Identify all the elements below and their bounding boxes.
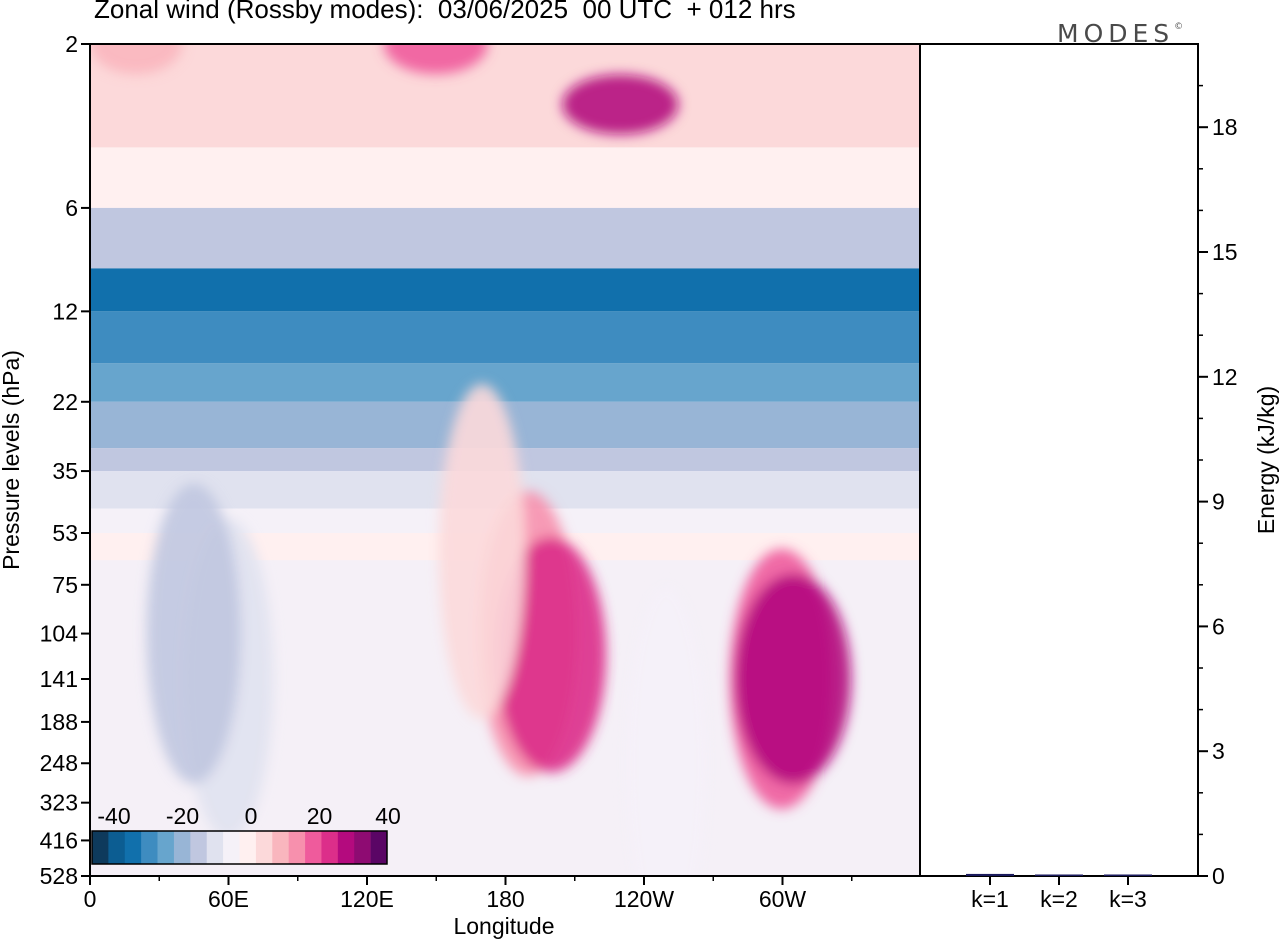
colorbar-swatch: [173, 831, 191, 864]
wavenumber-label: k=3: [1109, 886, 1147, 912]
longitude-tick-label: 120W: [614, 886, 674, 912]
pressure-tick-label: 528: [40, 863, 78, 889]
wavenumber-label: k=1: [971, 886, 1009, 912]
logo-mark: ©: [1174, 21, 1184, 32]
energy-tick-label: 15: [1212, 239, 1238, 265]
wind-band: [90, 311, 920, 364]
pressure-tick-label: 141: [40, 666, 78, 692]
pressure-tick-label: 22: [52, 389, 78, 415]
pressure-tick-label: 12: [52, 298, 78, 324]
energy-axis: 0 3 6 9 12 15 18: [1198, 84, 1238, 889]
longitude-tick-label: 0: [84, 886, 97, 912]
wind-anomaly: [496, 537, 607, 773]
wind-anomaly: [562, 74, 679, 135]
wind-band: [90, 44, 920, 148]
energy-tick-label: 3: [1212, 738, 1225, 764]
energy-bar: [1035, 874, 1083, 876]
longitude-tick-label: 180: [486, 886, 524, 912]
colorbar-swatch: [190, 831, 208, 864]
colorbar-tick-label: -20: [166, 803, 199, 829]
x-axis-label: Longitude: [453, 913, 554, 939]
colorbar: -40 -20 0 20 40: [91, 803, 401, 865]
pressure-tick-label: 2: [65, 31, 78, 57]
colorbar-swatch: [255, 831, 273, 864]
pressure-tick-label: 323: [40, 790, 78, 816]
hovmoller-field: [90, 44, 920, 876]
wind-anomaly: [625, 585, 707, 876]
energy-bar: [966, 873, 1014, 876]
wind-band: [90, 268, 920, 312]
colorbar-tick-label: 40: [375, 803, 401, 829]
colorbar-tick-label: -40: [97, 803, 130, 829]
colorbar-swatch: [206, 831, 224, 864]
energy-tick-label: 9: [1212, 489, 1225, 515]
wind-band: [90, 147, 920, 208]
energy-tick-label: 6: [1212, 613, 1225, 639]
wind-anomaly: [438, 384, 525, 720]
colorbar-tick-label: 0: [245, 803, 258, 829]
colorbar-swatch: [370, 831, 388, 864]
pressure-tick-label: 35: [52, 458, 78, 484]
wind-anomalies: [90, 44, 852, 876]
y-axis-label: Pressure levels (hPa): [0, 350, 24, 570]
wind-band: [90, 363, 920, 402]
colorbar-swatch: [305, 831, 322, 864]
pressure-tick-label: 248: [40, 750, 78, 776]
colorbar-swatch: [108, 831, 126, 864]
energy-tick-label: 0: [1212, 863, 1225, 889]
energy-bars: [966, 873, 1152, 876]
colorbar-swatch: [92, 831, 109, 864]
longitude-axis: 0 60E 120E 180 120W 60W: [84, 876, 853, 912]
wavenumber-label: k=2: [1040, 886, 1078, 912]
energy-tick-label: 12: [1212, 364, 1238, 390]
pressure-axis: 2 6 12 22 35 53 75 104 141 188 248 323 416 528: [40, 31, 90, 889]
wind-band: [90, 207, 920, 269]
pressure-tick-label: 104: [40, 621, 79, 647]
colorbar-swatch: [223, 831, 240, 864]
colorbar-frame: [91, 830, 388, 865]
colorbar-swatch: [354, 831, 371, 864]
energy-frame: [919, 43, 1199, 877]
energy-bar: [1104, 874, 1152, 876]
wind-anomaly: [90, 44, 183, 74]
wind-anomaly: [146, 483, 241, 784]
longitude-tick-label: 120E: [340, 886, 394, 912]
colorbar-swatch: [272, 831, 289, 864]
colorbar-swatch: [337, 831, 355, 864]
pressure-tick-label: 53: [52, 520, 78, 546]
longitude-tick-label: 60E: [208, 886, 249, 912]
pressure-tick-label: 416: [40, 827, 78, 853]
colorbar-tick-label: 20: [307, 803, 333, 829]
wavenumber-axis: k=1 k=2 k=3: [971, 876, 1147, 912]
wind-anomaly: [383, 44, 488, 74]
colorbar-swatch: [321, 831, 339, 864]
colorbar-swatch: [239, 831, 257, 864]
colorbar-swatch: [157, 831, 175, 864]
energy-tick-label: 18: [1212, 114, 1238, 140]
wind-anomaly: [735, 573, 852, 784]
colorbar-swatch: [288, 831, 306, 864]
colorbar-swatch: [141, 831, 158, 864]
energy-axis-label: Energy (kJ/kg): [1253, 386, 1279, 534]
colorbar-swatch: [124, 831, 142, 864]
pressure-tick-label: 75: [52, 572, 78, 598]
pressure-tick-label: 188: [40, 709, 78, 735]
pressure-tick-label: 6: [65, 195, 78, 221]
chart-title: Zonal wind (Rossby modes): 03/06/2025 00…: [94, 0, 796, 24]
longitude-tick-label: 60W: [759, 886, 807, 912]
